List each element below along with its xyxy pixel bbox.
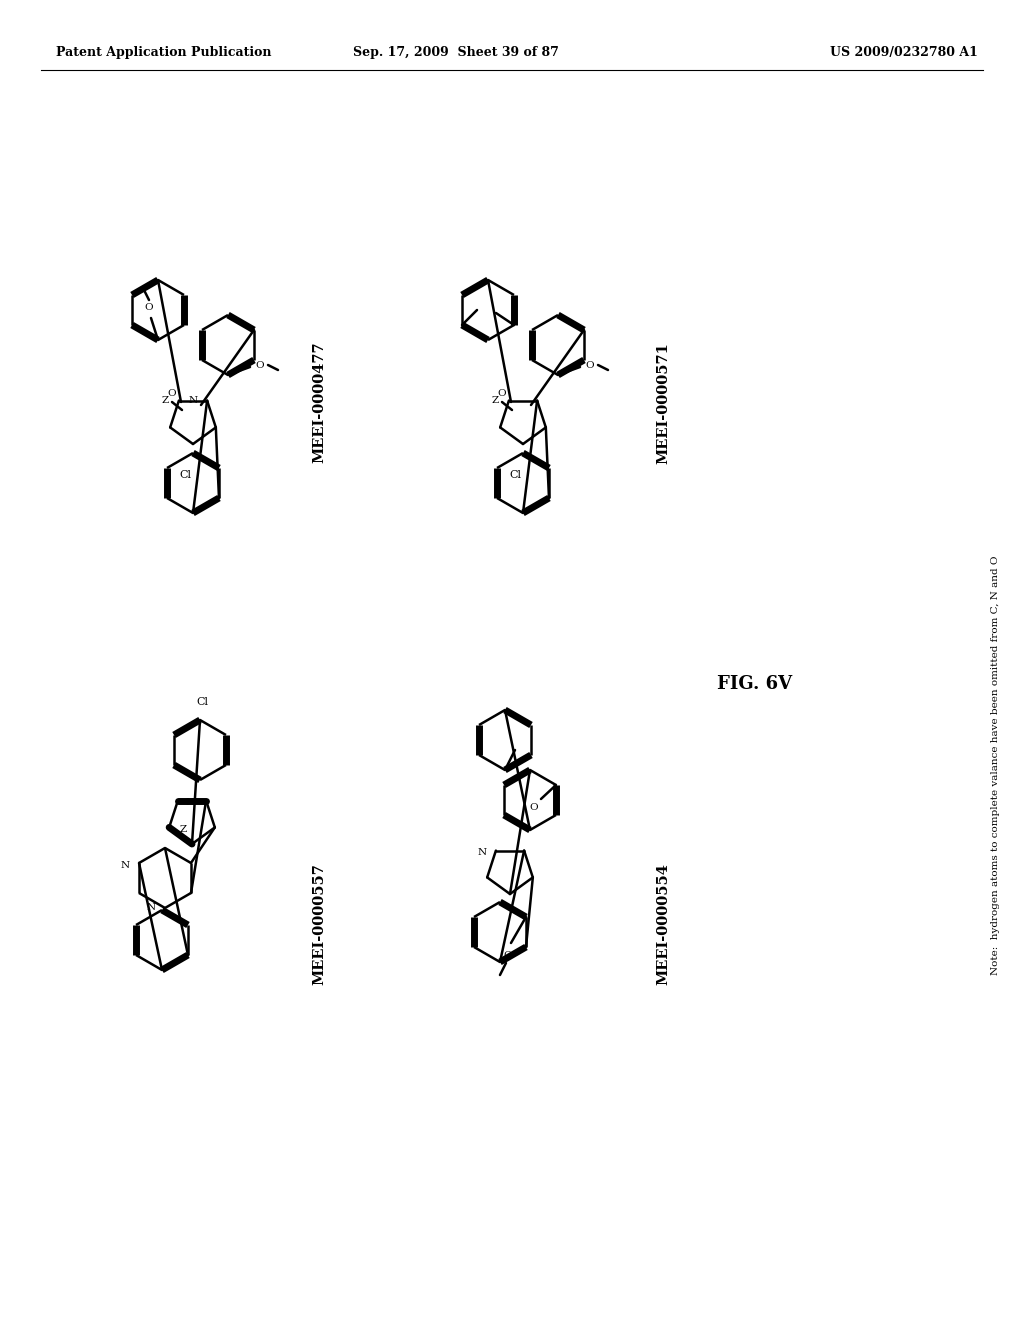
Text: O: O [529, 803, 539, 812]
Text: Cl: Cl [179, 470, 191, 480]
Text: MEEI-0000557: MEEI-0000557 [312, 863, 327, 985]
Text: MEEI-0000477: MEEI-0000477 [312, 342, 327, 463]
Text: N: N [188, 396, 198, 405]
Text: MEEI-0000571: MEEI-0000571 [656, 342, 671, 463]
Text: Note:  hydrogen atoms to complete valance have been omitted from C, N and O: Note: hydrogen atoms to complete valance… [991, 556, 999, 975]
Text: MEEI-0000554: MEEI-0000554 [656, 863, 671, 985]
Text: O: O [498, 389, 506, 399]
Text: O: O [586, 360, 594, 370]
Text: O: O [504, 950, 512, 960]
Text: Sep. 17, 2009  Sheet 39 of 87: Sep. 17, 2009 Sheet 39 of 87 [352, 46, 559, 59]
Text: O: O [256, 360, 264, 370]
Text: O: O [168, 389, 176, 399]
Text: N: N [477, 847, 486, 857]
Text: Z: Z [492, 396, 499, 405]
Text: O: O [144, 304, 154, 313]
Text: N: N [146, 903, 156, 912]
Text: N: N [185, 799, 195, 807]
Text: Z: Z [179, 825, 186, 834]
Text: N: N [121, 862, 130, 870]
Text: FIG. 6V: FIG. 6V [717, 675, 792, 693]
Text: Z: Z [161, 396, 169, 405]
Text: Cl: Cl [196, 697, 208, 708]
Text: Cl: Cl [509, 470, 521, 480]
Text: US 2009/0232780 A1: US 2009/0232780 A1 [830, 46, 978, 59]
Text: Patent Application Publication: Patent Application Publication [56, 46, 271, 59]
